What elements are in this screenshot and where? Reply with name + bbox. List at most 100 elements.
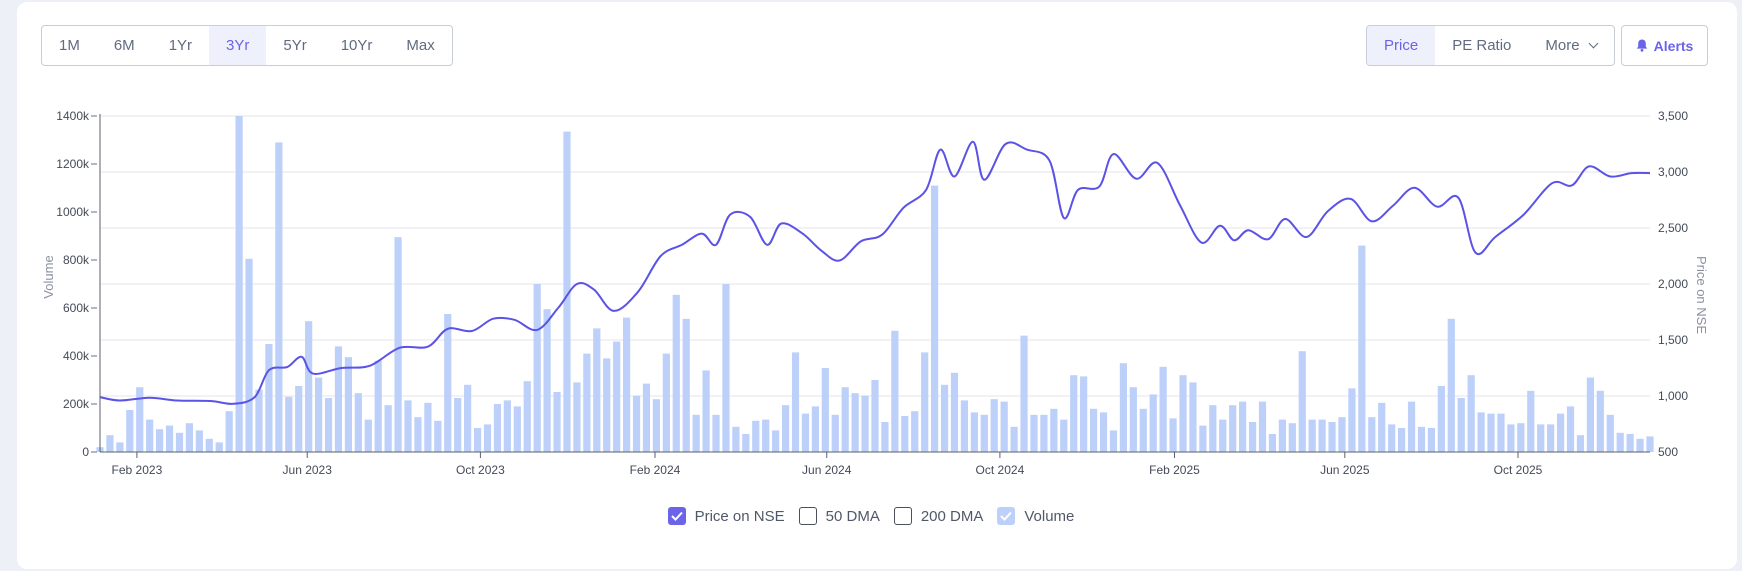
volume-bar	[682, 318, 690, 452]
volume-bar	[791, 352, 800, 452]
price-tab[interactable]: Price	[1367, 26, 1436, 65]
volume-bar	[1119, 363, 1127, 452]
volume-bar	[1288, 423, 1296, 452]
legend-volume[interactable]: Volume	[997, 507, 1074, 525]
volume-bar	[940, 384, 949, 452]
chart-legend: Price on NSE 50 DMA 200 DMA Volume	[0, 507, 1742, 525]
volume-bar	[1010, 426, 1018, 452]
checkbox-unchecked-icon	[798, 507, 817, 525]
volume-bar	[1477, 412, 1485, 452]
right-axis-tick-label: 1,000	[1658, 389, 1688, 403]
checkbox-checked-icon	[667, 507, 686, 525]
volume-bar	[1189, 382, 1197, 452]
volume-bar	[1070, 375, 1078, 452]
volume-bar	[613, 341, 621, 452]
volume-bar	[1219, 419, 1227, 452]
range-button-max[interactable]: Max	[406, 37, 435, 54]
volume-bar	[1159, 366, 1167, 452]
range-button-1yr[interactable]: 1Yr	[168, 37, 193, 54]
left-axis-tick-label: 1200k	[56, 157, 90, 171]
volume-bar	[245, 258, 253, 452]
range-button-5yr[interactable]: 5Yr	[283, 37, 307, 54]
volume-bar	[1139, 408, 1147, 452]
volume-bar	[772, 430, 780, 452]
volume-bar	[1209, 405, 1217, 452]
volume-bar	[513, 406, 521, 452]
volume-bar	[702, 370, 710, 452]
volume-bar	[742, 434, 750, 452]
x-axis-tick-label: Oct 2023	[456, 463, 505, 477]
volume-bar	[414, 417, 422, 452]
volume-bar	[354, 393, 362, 452]
volume-bar	[116, 442, 124, 452]
volume-bar	[1487, 413, 1495, 452]
volume-bar	[235, 116, 243, 452]
volume-bar	[454, 398, 462, 452]
range-button-3yr[interactable]: 3Yr	[209, 26, 267, 65]
volume-bar	[980, 414, 988, 452]
volume-bar	[990, 399, 998, 452]
range-button-10yr[interactable]: 10Yr	[340, 37, 373, 54]
x-axis-tick-label: Feb 2024	[630, 463, 681, 477]
volume-bar	[1566, 406, 1575, 452]
legend-price[interactable]: Price on NSE	[667, 507, 785, 525]
range-button-1m[interactable]: 1M	[59, 37, 80, 54]
volume-bar	[642, 383, 651, 452]
volume-bar	[692, 414, 700, 452]
left-axis-tick-label: 600k	[63, 301, 90, 315]
volume-bar	[543, 309, 551, 452]
more-dropdown[interactable]: More	[1528, 26, 1613, 65]
alerts-button[interactable]: Alerts	[1621, 25, 1708, 66]
volume-bar	[801, 413, 810, 452]
volume-bar	[156, 429, 164, 452]
volume-bar	[583, 353, 591, 452]
right-axis-tick-label: 3,500	[1658, 109, 1688, 123]
legend-50dma[interactable]: 50 DMA	[798, 507, 880, 525]
volume-bar	[1318, 419, 1326, 452]
volume-bar	[295, 386, 303, 452]
volume-bar	[921, 352, 929, 452]
volume-bar	[632, 395, 641, 452]
price-line	[99, 140, 1651, 405]
volume-bar	[1398, 428, 1406, 452]
volume-bar	[851, 393, 859, 452]
volume-bar	[523, 381, 531, 452]
volume-bar	[1229, 405, 1237, 452]
volume-bar	[1020, 335, 1028, 452]
volume-bar	[275, 142, 283, 452]
legend-200dma[interactable]: 200 DMA	[893, 507, 983, 525]
volume-bar	[1368, 417, 1376, 452]
volume-bar	[881, 422, 889, 452]
metric-selector: Price PE Ratio More	[1366, 25, 1615, 66]
range-button-6m[interactable]: 6M	[113, 37, 135, 54]
x-axis-tick-label: Jun 2025	[1320, 463, 1370, 477]
volume-bar	[1507, 424, 1515, 452]
left-axis-tick-label: 0	[82, 445, 89, 459]
volume-bar	[911, 411, 919, 452]
volume-bar	[1239, 401, 1247, 452]
volume-bar	[1179, 375, 1187, 452]
volume-bar	[623, 317, 631, 452]
volume-bar	[752, 420, 760, 452]
volume-bar	[344, 357, 352, 452]
volume-bar	[1586, 377, 1594, 452]
volume-bar	[563, 131, 571, 452]
legend-50dma-label: 50 DMA	[825, 507, 880, 525]
volume-bar	[1278, 419, 1286, 452]
legend-price-label: Price on NSE	[694, 507, 785, 525]
volume-bar	[1268, 434, 1277, 452]
volume-bar	[672, 294, 680, 452]
volume-bar	[1517, 423, 1525, 452]
price-volume-chart: 500 1,000 1,500 2,000 2,500 3,000 3,500 0 200k 40…	[41, 109, 1709, 477]
volume-bar	[1248, 422, 1257, 452]
volume-bar	[1089, 408, 1098, 452]
bell-icon	[1636, 39, 1647, 52]
left-axis-tick-label: 200k	[63, 397, 90, 411]
chart-card	[17, 2, 1737, 569]
volume-bar	[1358, 245, 1366, 452]
axes: 500 1,000 1,500 2,000 2,500 3,000 3,500 0 200k 40…	[41, 109, 1709, 477]
pe-ratio-tab[interactable]: PE Ratio	[1452, 37, 1512, 54]
volume-bar	[424, 402, 432, 452]
volume-bar	[533, 284, 541, 452]
x-axis-tick-label: Jun 2024	[802, 463, 852, 477]
